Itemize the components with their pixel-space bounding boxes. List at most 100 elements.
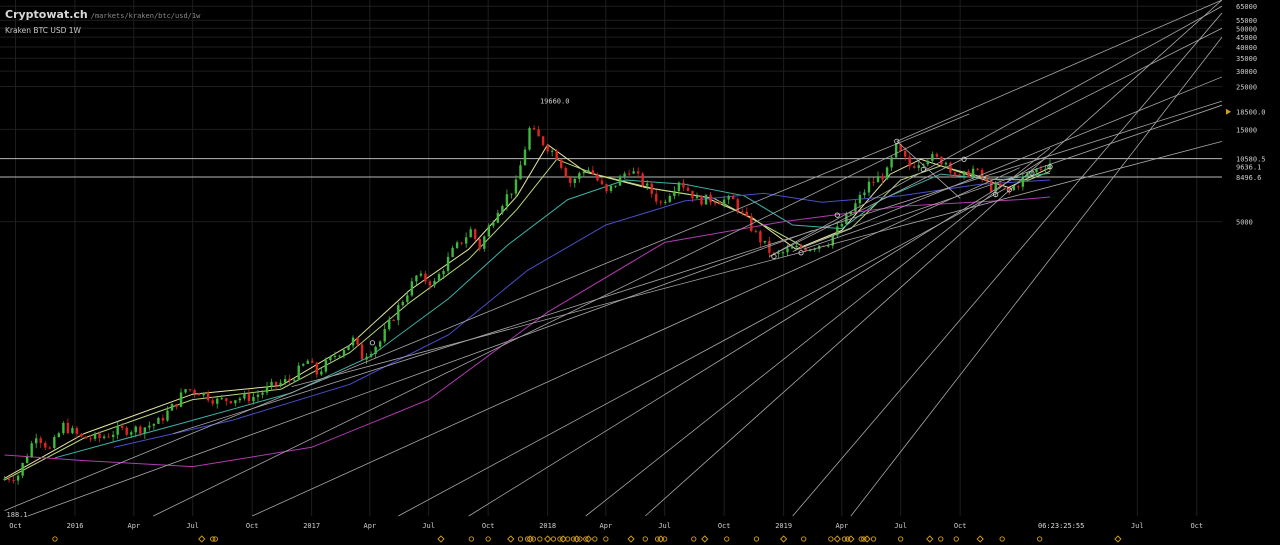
event-marker-icon [926,535,934,543]
candle-body [265,386,269,393]
site-logo[interactable]: Cryptowat.ch [5,8,88,21]
candle-body [406,295,409,302]
candle-body [881,176,884,180]
candle-body [582,171,586,174]
candle-body [197,393,201,396]
candle-body [460,242,463,244]
candle-body [274,381,278,386]
event-marker-icon [870,536,877,542]
candle-body [768,240,771,253]
candle-body [75,428,79,434]
x-tick-label: 2019 [775,522,792,530]
candle-body [940,156,943,165]
candle-body [288,378,291,381]
candle-body [673,191,676,197]
candle-body [759,231,762,243]
event-marker-icon [570,536,577,542]
event-marker-icon [557,536,563,542]
symbol-label: Kraken BTC USD 1W [5,26,81,35]
candle-body [30,443,33,457]
candle-body [161,418,165,421]
moving-average-line [113,179,1051,448]
trend-line [769,5,1223,257]
x-tick-label: Oct [482,522,495,530]
event-marker-icon [833,535,841,543]
candle-body [777,252,780,254]
chart-header: Cryptowat.ch/markets/kraken/btc/usd/1w K… [5,3,200,35]
x-tick-label: Jul [186,522,199,530]
candle-body [854,203,857,212]
pivot-circle [1006,187,1012,193]
x-tick-label: 2016 [67,522,84,530]
candle-body [469,229,472,238]
y-tick-label: 35000 [1236,55,1257,63]
candle-body [184,389,187,393]
candle-body [437,274,441,281]
trend-line [769,27,1223,257]
event-marker-icon [603,536,609,542]
candle-body [392,320,395,322]
x-tick-label: Oct [246,522,259,530]
candle-body [840,224,844,227]
candle-body [537,129,540,137]
candle-body [3,478,6,481]
y-tick-label: 25000 [1236,83,1257,91]
event-marker-icon [828,536,834,542]
candle-body [700,195,703,205]
candle-body [220,398,223,400]
candle-body [1021,176,1025,187]
candle-body [89,438,92,440]
candle-body [297,365,300,380]
event-marker-icon [52,536,58,542]
price-label: 8496.6 [1236,174,1261,182]
candle-body [727,196,730,200]
event-marker-icon [701,535,709,543]
trend-line [896,141,961,199]
candle-body [1003,187,1006,189]
candle-body [587,170,590,172]
candle-body [885,167,889,180]
candle-body [464,237,468,244]
candle-body [292,379,296,381]
candle-body [311,360,314,363]
candle-body [618,176,622,186]
candle-body [876,176,880,183]
x-tick-label: 2017 [303,522,320,530]
pivot-circle [1047,164,1053,170]
x-tick-label: Oct [954,522,967,530]
candle-body [474,229,477,240]
candle-body [483,236,486,249]
candle-body [578,173,581,179]
candle-body [98,433,101,438]
candle-body [16,475,20,481]
candle-body [1017,186,1020,188]
candle-body [116,425,119,435]
candle-body [913,166,916,168]
candle-body [523,149,527,166]
candle-body [125,427,128,435]
candle-body [650,183,653,194]
trend-line [153,140,921,517]
event-marker-icon [559,535,567,543]
candle-body [7,478,11,481]
candle-body [867,181,871,193]
candle-body [627,173,631,175]
candle-body [664,201,667,203]
candle-body [351,337,355,346]
candle-body [695,195,699,199]
candle-body [722,199,726,205]
candle-body [157,418,160,424]
candle-body [424,273,427,282]
candle-body [831,235,834,246]
candle-body [931,154,934,161]
candle-body [786,248,789,253]
candle-body [225,398,228,402]
trend-line [792,12,1223,517]
candle-body [591,170,595,175]
candle-body [315,362,319,375]
candle-body [827,245,830,247]
candle-body [971,168,975,178]
candle-body [496,212,500,223]
candle-body [763,240,767,243]
